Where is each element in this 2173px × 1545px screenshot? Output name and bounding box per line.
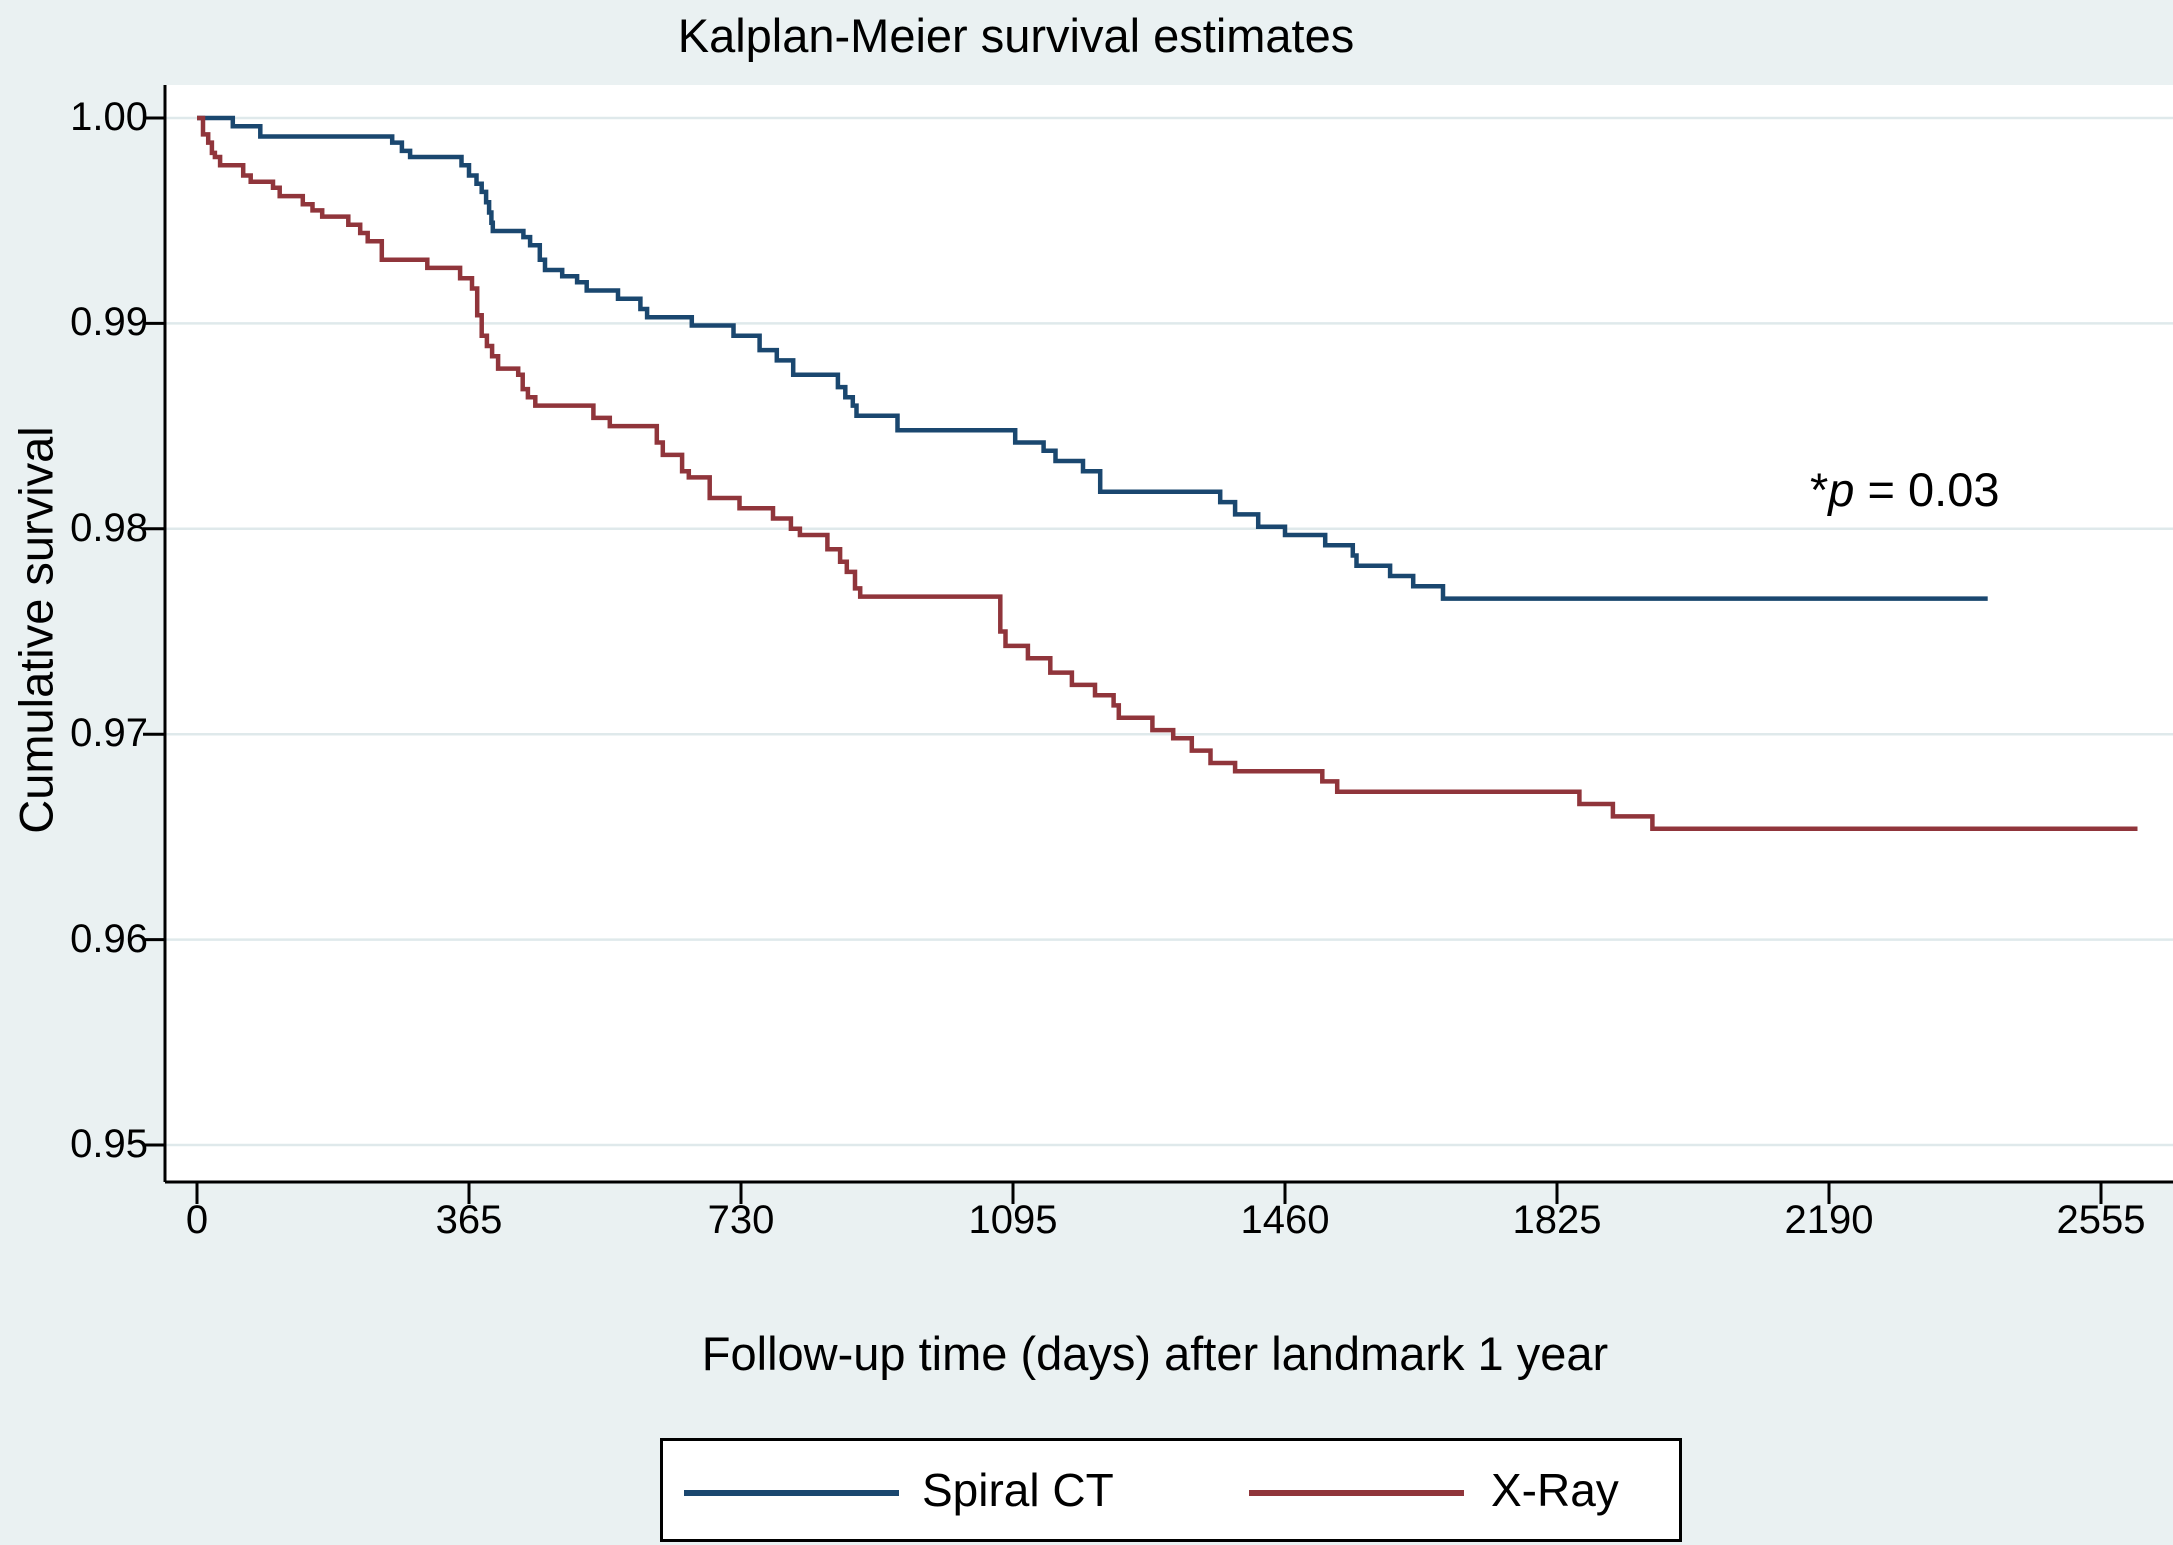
y-tick-label: 0.98	[70, 505, 148, 550]
survival-curve-spiral-ct	[197, 115, 1988, 601]
plot-area	[165, 85, 2173, 1182]
x-tick-label: 365	[435, 1198, 503, 1242]
y-tick-label: 0.99	[70, 300, 148, 345]
x-tick-label: 0	[185, 1198, 209, 1242]
legend-line-spiral-ct	[684, 1490, 899, 1496]
x-axis-title: Follow-up time (days) after landmark 1 y…	[701, 1327, 1609, 1380]
y-tick-label: 1.00	[70, 95, 148, 139]
legend-label-spiral-ct: Spiral CT	[922, 1464, 1114, 1516]
x-tick-label: 1095	[968, 1198, 1058, 1242]
y-tick-label: 0.95	[70, 1122, 148, 1166]
legend-box: Spiral CT X-Ray	[660, 1438, 1682, 1542]
x-tick-label: 1825	[1512, 1198, 1602, 1242]
x-tick-label: 2190	[1784, 1198, 1874, 1242]
annotation-p-symbol: p	[1828, 463, 1855, 516]
x-tick-label: 1460	[1240, 1198, 1330, 1242]
legend-line-x-ray	[1249, 1490, 1464, 1496]
y-tick-label: 0.96	[70, 916, 148, 961]
legend-label-x-ray: X-Ray	[1491, 1464, 1619, 1516]
y-tick-label: 0.97	[70, 711, 148, 756]
x-tick-label: 730	[707, 1198, 775, 1242]
annotation-star: *	[1810, 463, 1829, 516]
survival-curve-x-ray	[197, 115, 2138, 831]
x-tick-label: 2555	[2056, 1198, 2146, 1242]
chart-title: Kalplan-Meier survival estimates	[677, 9, 1355, 62]
p-value-annotation: *p = 0.03	[1810, 462, 1999, 517]
annotation-value: = 0.03	[1854, 463, 2000, 516]
y-axis-title: Cumulative survival	[9, 426, 63, 834]
